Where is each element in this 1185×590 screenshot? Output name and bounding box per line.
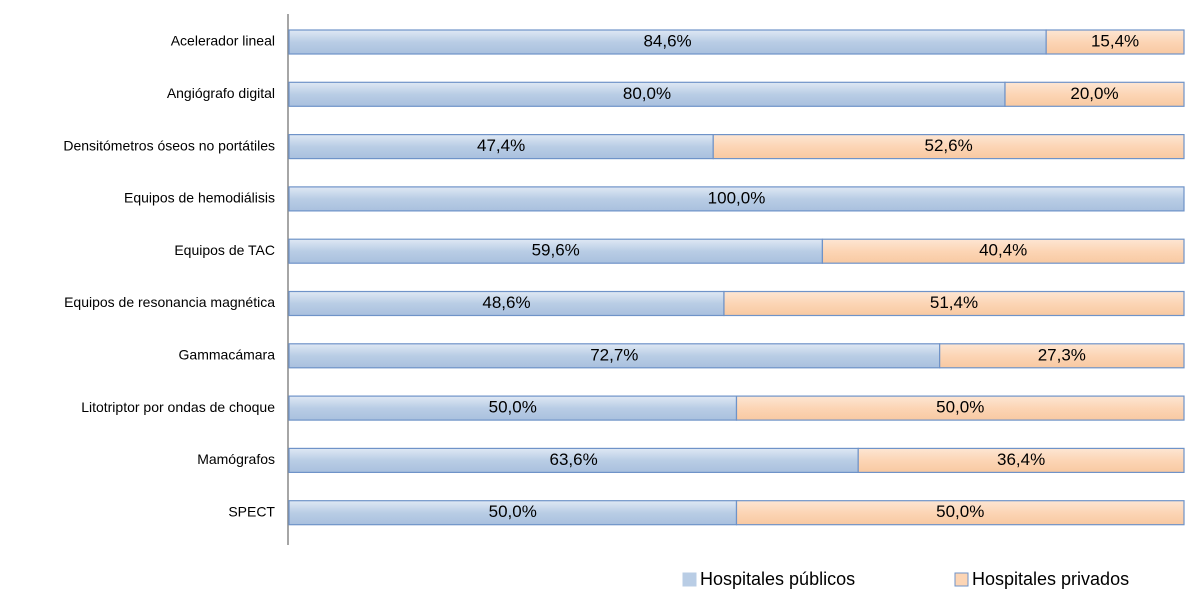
value-label: 20,0% [1070, 84, 1118, 103]
value-label: 15,4% [1091, 31, 1139, 50]
category-label: Mamógrafos [197, 451, 275, 467]
bar-segment [288, 500, 738, 526]
category-label: Acelerador lineal [171, 33, 275, 49]
bar-segment [288, 447, 859, 473]
bar-segment [288, 81, 1006, 107]
value-label: 84,6% [643, 31, 691, 50]
value-label: 47,4% [477, 136, 525, 155]
value-label: 50,0% [489, 502, 537, 521]
value-label: 100,0% [708, 188, 766, 207]
bar-segment [723, 290, 1185, 317]
bar-segment [939, 343, 1185, 369]
category-label: Equipos de TAC [174, 242, 275, 258]
legend-swatch [954, 572, 969, 587]
legend-label: Hospitales públicos [700, 569, 855, 589]
value-label: 48,6% [482, 293, 530, 312]
legend-label: Hospitales privados [972, 569, 1129, 589]
value-label: 36,4% [997, 450, 1045, 469]
bar-segment [712, 134, 1185, 160]
bar-segment [288, 186, 1185, 212]
value-label: 27,3% [1038, 345, 1086, 364]
bar-segment [821, 238, 1185, 264]
bar-segment [857, 447, 1185, 473]
category-label: Equipos de hemodiálisis [124, 190, 275, 206]
bar-segment [1045, 29, 1185, 55]
value-label: 40,4% [979, 241, 1027, 260]
value-label: 50,0% [936, 398, 984, 417]
value-label: 72,7% [590, 345, 638, 364]
category-label: Densitómetros óseos no portátiles [63, 137, 275, 153]
value-label: 52,6% [925, 136, 973, 155]
bar-segment [735, 395, 1185, 421]
value-label: 59,6% [532, 241, 580, 260]
value-label: 80,0% [623, 84, 671, 103]
category-label: SPECT [228, 503, 275, 519]
value-label: 50,0% [936, 502, 984, 521]
category-label: Gammacámara [179, 347, 276, 363]
bar-segment [1004, 81, 1185, 107]
bar-segment [288, 395, 738, 421]
value-label: 51,4% [930, 293, 978, 312]
category-label: Equipos de resonancia magnética [64, 294, 275, 310]
bar-segment [288, 290, 725, 317]
value-label: 63,6% [550, 450, 598, 469]
category-label: Litotriptor por ondas de choque [81, 399, 275, 415]
category-label: Angiógrafo digital [167, 85, 275, 101]
legend-swatch [682, 572, 697, 587]
value-label: 50,0% [489, 398, 537, 417]
bar-segment [735, 500, 1185, 526]
